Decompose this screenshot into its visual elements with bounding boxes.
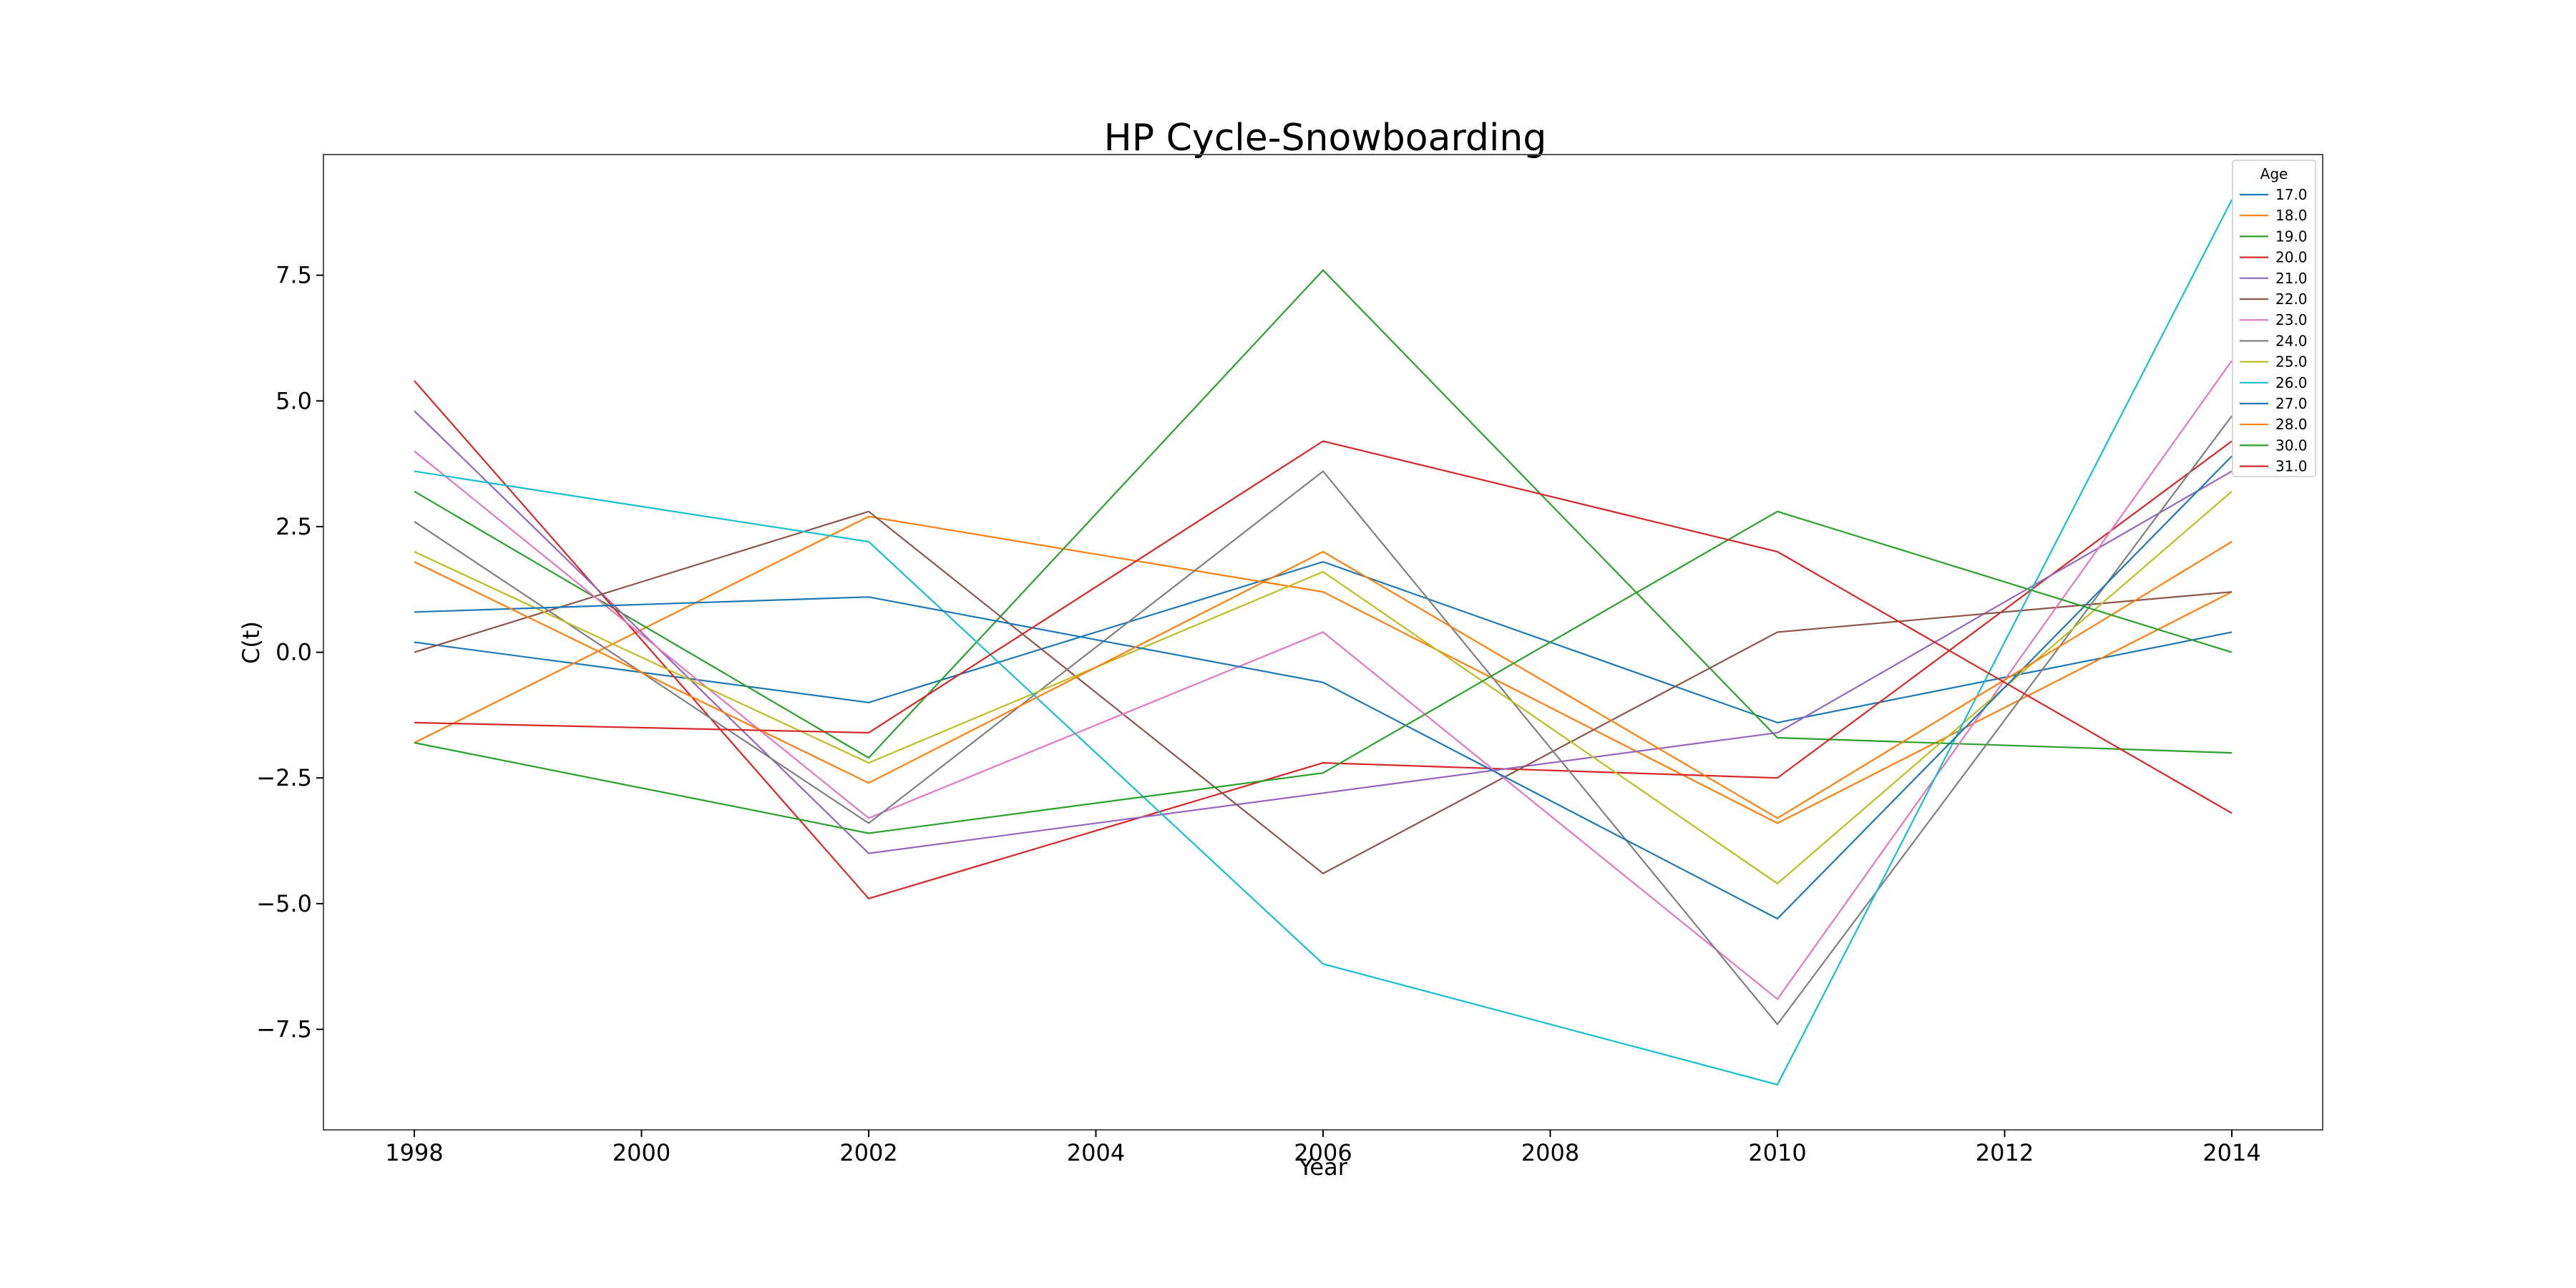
legend-label: 30.0 — [2275, 436, 2308, 454]
x-tick-label: 2004 — [1067, 1139, 1125, 1166]
series-line-27.0 — [414, 455, 2233, 920]
legend-frame — [2232, 160, 2316, 477]
legend-label: 24.0 — [2275, 332, 2308, 349]
legend-label: 26.0 — [2275, 374, 2308, 391]
x-tick-label: 2006 — [1294, 1139, 1352, 1166]
legend-label: 18.0 — [2275, 207, 2308, 224]
legend-label: 28.0 — [2275, 416, 2308, 433]
legend-label: 27.0 — [2275, 395, 2308, 412]
y-tick-label: −2.5 — [256, 764, 312, 791]
series-line-18.0 — [414, 515, 2233, 824]
x-tick-label: 2000 — [613, 1139, 670, 1166]
legend-label: 31.0 — [2275, 458, 2308, 475]
series-line-31.0 — [414, 440, 2233, 814]
chart-title: HP Cycle-Snowboarding — [1104, 117, 1547, 160]
x-tick-label: 2002 — [839, 1139, 897, 1166]
legend-items: 17.0 18.0 19.0 20.0 21.0 22.0 23.0 24.0 25.0 26.0… — [2240, 186, 2308, 475]
legend-label: 25.0 — [2275, 353, 2308, 371]
series-line-30.0 — [414, 510, 2233, 834]
x-tick-label: 2014 — [2202, 1139, 2260, 1166]
x-tick-label: 2012 — [1976, 1139, 2034, 1166]
series-line-26.0 — [414, 199, 2233, 1086]
y-tick-label: 0.0 — [275, 639, 312, 666]
series-line-20.0 — [414, 380, 2233, 900]
y-axis: −7.5 −5.0 −2.5 0.0 2.5 5.0 7.5 — [256, 262, 323, 1043]
x-axis: 1998 2000 2002 2004 2006 2008 2010 2012 2014 — [385, 1130, 2261, 1166]
legend-label: 19.0 — [2275, 228, 2308, 245]
legend: Age 17.0 18.0 19.0 20.0 21.0 22.0 23.0 24.0 25.0… — [2232, 160, 2316, 477]
series-line-22.0 — [414, 510, 2233, 875]
series-line-23.0 — [414, 360, 2233, 1000]
x-tick-label: 2008 — [1521, 1139, 1579, 1166]
y-tick-label: 5.0 — [275, 387, 312, 414]
x-axis-label: Year — [1298, 1153, 1348, 1181]
legend-label: 20.0 — [2275, 249, 2308, 266]
y-tick-label: −5.0 — [256, 890, 312, 917]
series-line-28.0 — [414, 541, 2233, 819]
legend-title: Age — [2260, 165, 2288, 182]
series-layer — [414, 199, 2233, 1086]
y-tick-label: −7.5 — [256, 1015, 312, 1043]
x-tick-label: 1998 — [385, 1139, 443, 1166]
y-tick-label: 2.5 — [275, 513, 312, 540]
legend-label: 23.0 — [2275, 311, 2308, 328]
series-line-24.0 — [414, 415, 2233, 1026]
x-tick-label: 2010 — [1748, 1139, 1806, 1166]
y-tick-label: 7.5 — [275, 262, 312, 289]
legend-label: 21.0 — [2275, 270, 2308, 287]
legend-label: 17.0 — [2275, 186, 2308, 203]
y-axis-label: C(t) — [238, 621, 265, 664]
series-line-19.0 — [414, 269, 2233, 759]
series-line-25.0 — [414, 490, 2233, 885]
series-line-17.0 — [414, 560, 2233, 724]
legend-label: 22.0 — [2275, 291, 2308, 308]
series-line-21.0 — [414, 410, 2233, 854]
